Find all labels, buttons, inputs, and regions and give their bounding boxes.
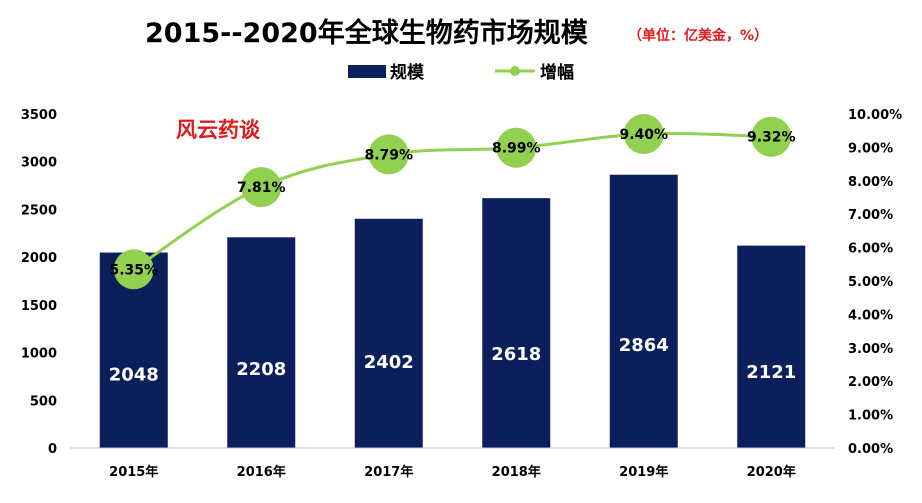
bar-value-label: 2864 (619, 335, 669, 356)
legend-line-marker (510, 66, 520, 76)
y-right-tick-label: 9.00% (848, 141, 893, 156)
bar (609, 174, 678, 448)
y-left-tick-label: 2000 (21, 251, 57, 266)
x-axis: 2015年 2016年 2017年 2018年 2019年 2020年 (70, 447, 835, 480)
y-left-tick-label: 0 (48, 442, 57, 457)
x-tick-label: 2020年 (747, 464, 796, 480)
y-left-tick-label: 1500 (21, 299, 57, 314)
growth-marker (623, 114, 664, 155)
y-left-tick-label: 2500 (21, 203, 57, 218)
x-tick-label: 2015年 (109, 464, 158, 480)
x-tick-label: 2018年 (492, 464, 541, 480)
bar-value-label: 2121 (746, 362, 796, 383)
y-right-tick-label: 8.00% (848, 175, 893, 190)
bar-value-label: 2048 (109, 365, 159, 386)
growth-value-label: 9.40% (619, 127, 668, 143)
growth-value-label: 7.81% (237, 180, 286, 196)
legend-bar-label: 规模 (390, 62, 425, 83)
y-right-tick-label: 4.00% (848, 308, 893, 323)
bar (227, 237, 296, 448)
watermark: 风云药谈 (176, 118, 261, 142)
x-tick-label: 2019年 (619, 464, 668, 480)
bar (482, 198, 551, 448)
growth-marker (751, 116, 792, 157)
y-right-tick-label: 3.00% (848, 342, 893, 357)
y-right-tick-label: 5.00% (848, 275, 893, 290)
line-series: 5.35% 7.81% 8.79% 8.99% 9.40% 9.32% (109, 114, 796, 290)
y-axis-right: 0.00% 1.00% 2.00% 3.00% 4.00% 5.00% 6.00% 7.00%… (848, 108, 902, 457)
legend-bar-swatch (348, 65, 386, 78)
growth-value-label: 8.99% (492, 141, 541, 157)
y-axis-left: 0 500 1000 1500 2000 2500 3000 3500 (21, 108, 57, 457)
bar (737, 245, 806, 448)
growth-value-label: 9.32% (747, 130, 796, 146)
legend-line-label: 增幅 (540, 62, 574, 83)
y-right-tick-label: 1.00% (848, 409, 893, 424)
growth-marker (241, 167, 282, 208)
y-left-tick-label: 500 (30, 394, 57, 409)
chart-title: 2015--2020年全球生物药市场规模 (145, 17, 588, 49)
y-right-tick-label: 0.00% (848, 442, 893, 457)
growth-value-label: 8.79% (364, 147, 413, 163)
chart-subtitle: （单位：亿美金，%） (628, 27, 768, 44)
bar-value-label: 2402 (364, 352, 414, 373)
growth-value-label: 5.35% (109, 262, 158, 278)
bar (354, 218, 423, 448)
growth-marker (496, 127, 537, 168)
x-tick-label: 2017年 (364, 464, 413, 480)
bar-value-label: 2618 (491, 344, 541, 365)
y-left-tick-label: 3000 (21, 156, 57, 171)
y-left-tick-label: 3500 (21, 108, 57, 123)
growth-marker (113, 249, 154, 290)
x-tick-label: 2016年 (237, 464, 286, 480)
bar-value-label: 2208 (236, 359, 286, 380)
y-right-tick-label: 2.00% (848, 375, 893, 390)
bar-series: 2048 2208 2402 2618 2864 2121 (99, 174, 806, 448)
y-left-tick-label: 1000 (21, 347, 57, 362)
growth-marker (368, 134, 409, 175)
y-right-tick-label: 6.00% (848, 242, 893, 257)
y-right-tick-label: 10.00% (848, 108, 902, 123)
legend: 规模 增幅 (348, 62, 574, 83)
y-right-tick-label: 7.00% (848, 208, 893, 223)
